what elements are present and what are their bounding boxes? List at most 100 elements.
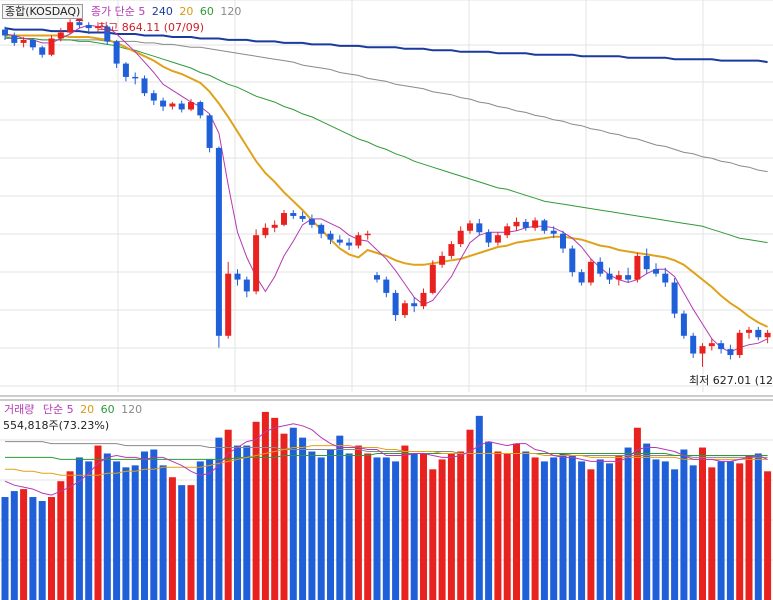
candle[interactable] [755, 326, 762, 341]
candle[interactable] [290, 210, 297, 219]
volume-bar[interactable] [513, 443, 520, 600]
candle[interactable] [215, 146, 222, 348]
volume-bar[interactable] [652, 459, 660, 600]
candle[interactable] [625, 267, 632, 283]
volume-bar[interactable] [224, 429, 232, 600]
candle[interactable] [11, 32, 18, 46]
volume-bar[interactable] [20, 489, 28, 600]
candle[interactable] [299, 211, 306, 222]
candle[interactable] [662, 267, 669, 287]
candle[interactable] [188, 99, 194, 111]
candle[interactable] [550, 226, 557, 239]
candle[interactable] [746, 326, 752, 339]
candle[interactable] [671, 278, 678, 319]
candle[interactable] [587, 258, 594, 286]
candle[interactable] [764, 329, 771, 344]
candle[interactable] [364, 230, 371, 240]
volume-bar[interactable] [75, 457, 83, 600]
volume-bar[interactable] [252, 421, 260, 600]
candle[interactable] [281, 210, 287, 227]
volume-bar[interactable] [754, 453, 762, 600]
candle[interactable] [308, 214, 315, 228]
candle[interactable] [113, 39, 120, 69]
candle[interactable] [122, 62, 129, 82]
candle[interactable] [485, 229, 492, 248]
volume-bar[interactable] [206, 459, 214, 600]
candle[interactable] [104, 25, 111, 45]
candle[interactable] [374, 272, 380, 283]
candle[interactable] [448, 241, 455, 259]
candle[interactable] [29, 38, 36, 51]
volume-bar[interactable] [336, 435, 344, 600]
candle[interactable] [48, 35, 55, 57]
candle[interactable] [476, 218, 483, 236]
volume-bar[interactable] [392, 461, 400, 600]
candle[interactable] [234, 269, 241, 286]
volume-bar[interactable] [410, 453, 418, 600]
candle[interactable] [178, 100, 185, 113]
volume-bar[interactable] [457, 451, 465, 600]
volume-bar[interactable] [289, 427, 297, 600]
volume-bar[interactable] [159, 465, 167, 600]
candle[interactable] [318, 223, 325, 239]
candle[interactable] [606, 267, 613, 285]
volume-bar[interactable] [420, 453, 427, 600]
candle[interactable] [736, 329, 743, 358]
candle[interactable] [355, 232, 362, 249]
candle[interactable] [253, 229, 260, 295]
volume-bar[interactable] [299, 437, 307, 600]
volume-bar[interactable] [48, 497, 55, 600]
volume-bar[interactable] [196, 461, 204, 600]
volume-bar[interactable] [615, 455, 623, 600]
volume-bar[interactable] [345, 453, 353, 600]
candle[interactable] [457, 226, 464, 248]
candle[interactable] [327, 230, 334, 245]
candle[interactable] [643, 248, 650, 274]
candle[interactable] [39, 45, 46, 58]
candle[interactable] [680, 310, 687, 339]
candle[interactable] [392, 289, 399, 321]
volume-bar[interactable] [485, 441, 493, 600]
candle[interactable] [85, 22, 92, 35]
volume-bar[interactable] [141, 451, 148, 600]
volume-bar[interactable] [1, 497, 9, 600]
candle[interactable] [67, 19, 74, 35]
volume-bar[interactable] [401, 445, 409, 600]
volume-bar[interactable] [717, 461, 725, 600]
candle[interactable] [429, 260, 436, 295]
candle[interactable] [560, 230, 566, 253]
candle[interactable] [653, 263, 659, 277]
candle[interactable] [634, 252, 641, 283]
candle[interactable] [615, 270, 622, 286]
candle[interactable] [262, 223, 269, 239]
volume-bar[interactable] [354, 445, 362, 600]
candle[interactable] [578, 269, 585, 286]
candle[interactable] [271, 220, 278, 233]
candle[interactable] [401, 300, 408, 319]
volume-bar[interactable] [540, 461, 548, 600]
candle[interactable] [411, 297, 418, 313]
volume-bar[interactable] [661, 461, 669, 600]
volume-bar[interactable] [113, 461, 121, 600]
volume-bar[interactable] [708, 467, 716, 600]
volume-bar[interactable] [234, 445, 241, 600]
volume-bar[interactable] [606, 463, 613, 600]
volume-bar[interactable] [745, 455, 753, 600]
candle[interactable] [160, 97, 167, 111]
candle[interactable] [718, 340, 725, 354]
volume-bars[interactable] [1, 411, 772, 600]
volume-bar[interactable] [726, 461, 734, 600]
volume-bar[interactable] [308, 451, 316, 600]
candle[interactable] [346, 238, 353, 250]
candle[interactable] [699, 343, 706, 367]
volume-bar[interactable] [215, 437, 223, 600]
volume-bar[interactable] [578, 461, 586, 600]
candle[interactable] [20, 36, 27, 48]
candle[interactable] [95, 22, 101, 33]
volume-bar[interactable] [168, 477, 176, 600]
volume-bar[interactable] [261, 411, 269, 600]
volume-bar[interactable] [429, 469, 437, 600]
volume-bar[interactable] [178, 485, 186, 600]
candle[interactable] [206, 113, 213, 153]
